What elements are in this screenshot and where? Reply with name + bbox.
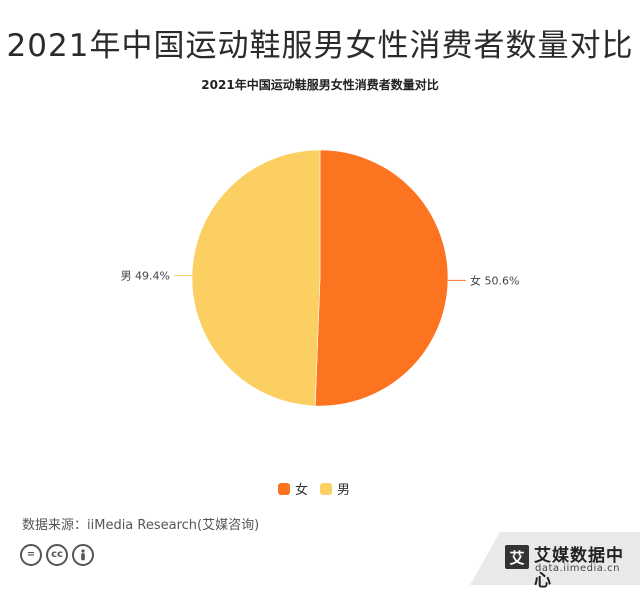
- data-source: 数据来源：iiMedia Research(艾媒咨询): [22, 518, 260, 533]
- equals-icon: =: [20, 544, 42, 566]
- brand-url: data.iimedia.cn: [535, 563, 620, 574]
- chart-title: 2021年中国运动鞋服男女性消费者数量对比: [201, 77, 438, 92]
- pie-slices: [191, 149, 449, 407]
- page-title: 2021年中国运动鞋服男女性消费者数量对比: [6, 28, 634, 64]
- legend: 女男: [278, 482, 350, 498]
- license-icons: = cc: [20, 544, 94, 566]
- legend-swatch-0: [278, 483, 290, 495]
- slice-label-0: 女 50.6%: [470, 273, 519, 287]
- slice-labels: 女 50.6% 男 49.4%: [121, 270, 520, 288]
- legend-label-0: 女: [295, 482, 308, 498]
- slice-label-1: 男 49.4%: [121, 270, 170, 283]
- pie-chart: 2021年中国运动鞋服男女性消费者数量对比 女 50.6%男 49.4% 女男: [121, 77, 520, 498]
- person-icon: [72, 544, 94, 566]
- cc-icon: cc: [46, 544, 68, 566]
- pie-slice-1: [191, 149, 321, 407]
- legend-swatch-1: [320, 483, 332, 495]
- pie-slice-0: [314, 149, 449, 407]
- brand-logo: 艾: [505, 545, 529, 569]
- legend-label-1: 男: [337, 483, 350, 498]
